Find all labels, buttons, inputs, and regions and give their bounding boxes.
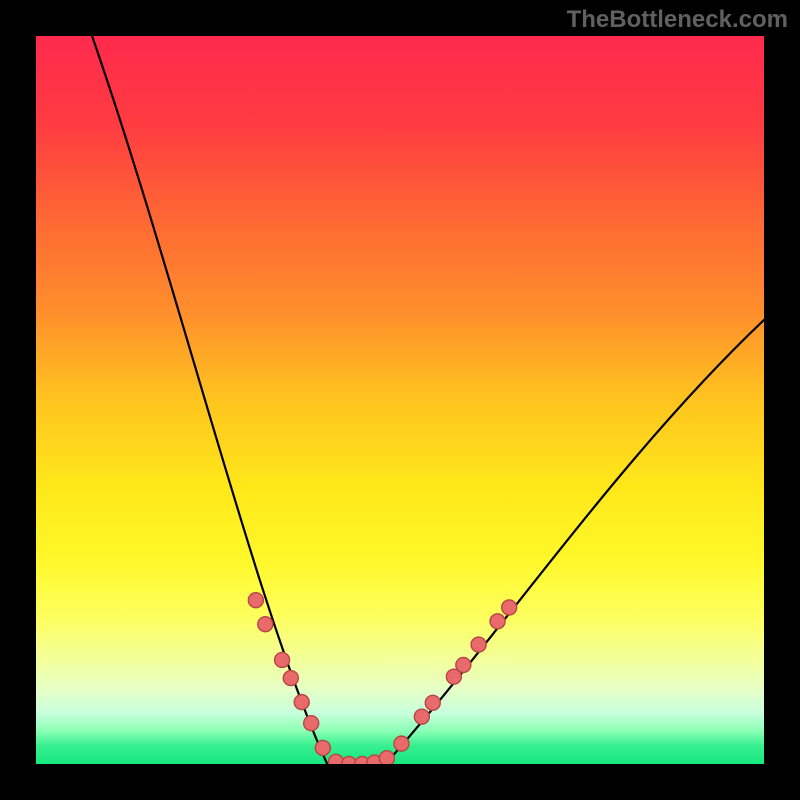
data-marker [456, 657, 471, 672]
data-marker [471, 637, 486, 652]
data-marker [294, 695, 309, 710]
data-marker [315, 740, 330, 755]
data-marker [304, 716, 319, 731]
data-marker [379, 751, 394, 766]
data-marker [425, 695, 440, 710]
watermark-text: TheBottleneck.com [567, 6, 788, 34]
chart-container: TheBottleneck.com [0, 0, 800, 800]
data-marker [275, 652, 290, 667]
data-marker [414, 709, 429, 724]
data-marker [248, 593, 263, 608]
data-marker [283, 671, 298, 686]
data-marker [258, 617, 273, 632]
data-marker [394, 736, 409, 751]
data-marker [490, 614, 505, 629]
plot-background [36, 36, 764, 764]
data-marker [502, 600, 517, 615]
bottleneck-chart [0, 0, 800, 800]
